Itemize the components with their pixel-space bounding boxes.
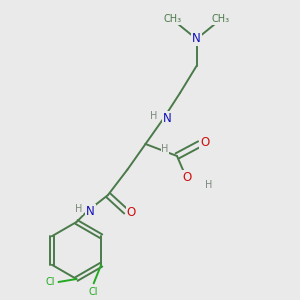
Text: N: N xyxy=(86,205,95,218)
Text: CH₃: CH₃ xyxy=(212,14,230,25)
Text: H: H xyxy=(75,204,82,214)
Text: O: O xyxy=(127,206,136,220)
Text: Cl: Cl xyxy=(45,277,55,287)
Text: N: N xyxy=(163,112,172,125)
Text: CH₃: CH₃ xyxy=(164,14,181,25)
Text: N: N xyxy=(192,32,201,46)
Text: Cl: Cl xyxy=(88,287,98,297)
Text: H: H xyxy=(150,110,158,121)
Text: H: H xyxy=(206,179,213,190)
Text: H: H xyxy=(161,143,169,154)
Text: O: O xyxy=(200,136,209,149)
Text: O: O xyxy=(182,171,191,184)
